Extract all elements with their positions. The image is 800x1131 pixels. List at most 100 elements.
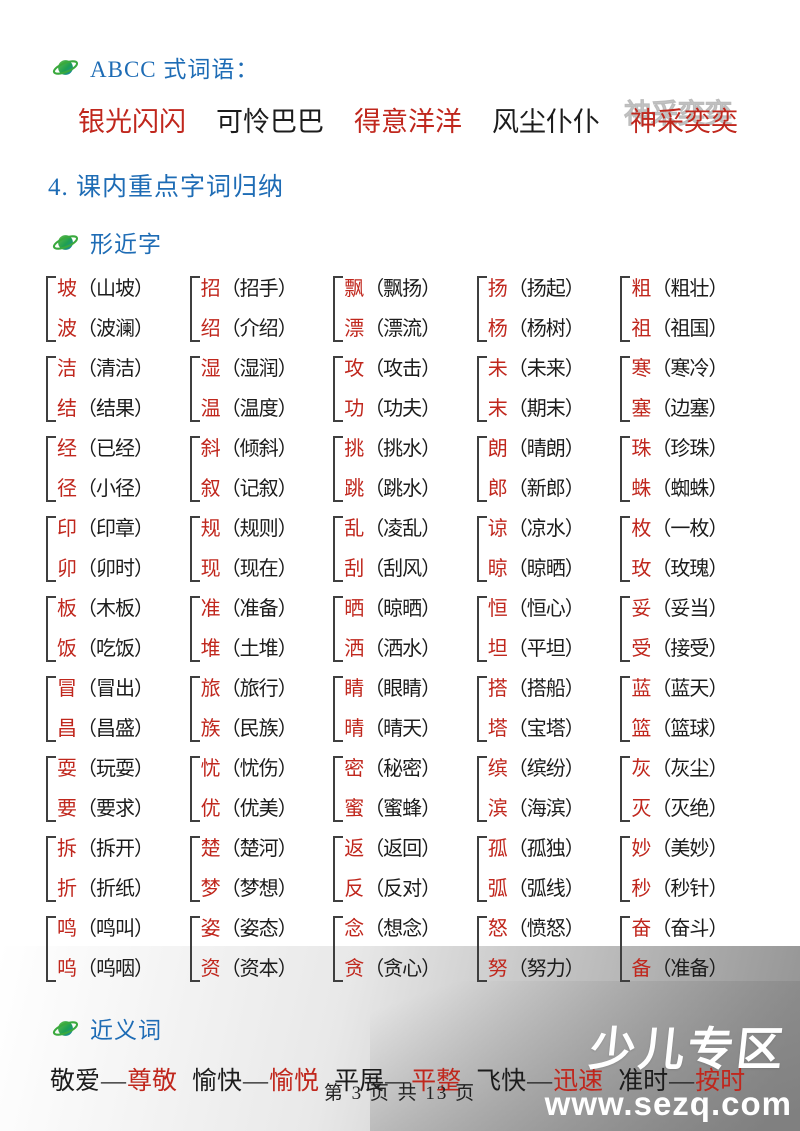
xjz-word: （贪心）: [364, 958, 441, 980]
planet-icon: [52, 234, 79, 250]
xjz-entry: 跳（跳水）: [344, 474, 441, 504]
xjz-entries: 恒（恒心） 坦（平坦）: [488, 593, 585, 665]
xjz-word: （灭绝）: [651, 798, 728, 820]
xjz-char: 优: [200, 798, 221, 820]
xjz-entries: 寒（寒冷） 塞（边塞）: [631, 353, 728, 425]
xjz-entries: 印（印章） 卯（卯时）: [57, 513, 154, 585]
xjz-entry: 郎（新郎）: [488, 474, 585, 504]
xjz-entry: 蛛（蜘蛛）: [631, 474, 728, 504]
xjz-char: 受: [631, 638, 652, 660]
xjz-entries: 耍（玩耍） 要（要求）: [57, 753, 154, 825]
xjz-entry: 攻（攻击）: [344, 354, 441, 384]
xjz-word: （秘密）: [364, 758, 441, 780]
xjz-word: （鸣叫）: [77, 918, 154, 940]
bracket: [476, 676, 487, 742]
bracket: [333, 596, 344, 662]
watermark-brand: 少儿专区: [586, 1023, 789, 1075]
xjz-entry: 漂（漂流）: [344, 314, 441, 344]
xjz-char: 塔: [487, 718, 508, 740]
xjz-char: 折: [57, 878, 77, 900]
xjz-char: 板: [57, 598, 77, 620]
xjz-entries: 奋（奋斗） 备（准备）: [631, 913, 728, 985]
bracket: [189, 916, 200, 982]
xjz-entries: 招（招手） 绍（介绍）: [201, 273, 298, 345]
xjz-word: （吃饭）: [77, 638, 154, 660]
xjz-entry: 返（返回）: [344, 834, 441, 864]
bracket: [476, 516, 487, 582]
xjz-char: 扬: [487, 278, 508, 300]
bracket: [333, 836, 344, 902]
xjz-entry: 印（印章）: [57, 514, 154, 544]
xjz-char: 枚: [631, 518, 652, 540]
xjz-entries: 飘（飘扬） 漂（漂流）: [344, 273, 441, 345]
bracket: [46, 836, 56, 902]
xjz-entry: 粗（粗壮）: [631, 274, 728, 304]
bracket: [189, 356, 200, 422]
watermark-ghost-text: 神采奕奕: [623, 98, 733, 130]
xjz-group: 妙（美妙） 秒（秒针）: [620, 833, 764, 905]
xjz-entries: 忧（忧伤） 优（优美）: [200, 753, 298, 825]
bracket: [189, 436, 200, 502]
xjz-entry: 谅（凉水）: [488, 514, 585, 544]
xjz-word: （漂流）: [364, 318, 441, 340]
xjz-entries: 返（返回） 反（反对）: [344, 833, 441, 905]
xjz-char: 资: [200, 958, 221, 980]
xjz-entry: 鸣（鸣叫）: [57, 914, 154, 944]
xjz-group: 坡（山坡） 波（波澜）: [46, 273, 190, 345]
xjz-entries: 念（想念） 贪（贪心）: [344, 913, 441, 985]
xjz-entry: 坡（山坡）: [57, 274, 154, 304]
xjz-entries: 粗（粗壮） 祖（祖国）: [631, 273, 728, 345]
xjz-entry: 晾（晾晒）: [487, 554, 585, 584]
bracket: [333, 756, 344, 822]
abcc-section-header: ABCC 式词语：: [52, 50, 764, 84]
xjz-entries: 蓝（蓝天） 篮（篮球）: [631, 673, 728, 745]
xjz-word: （愤怒）: [507, 918, 585, 940]
xjz-group: 挑（挑水） 跳（跳水）: [333, 433, 477, 505]
xjz-char: 冒: [57, 678, 77, 700]
bracket: [46, 356, 56, 422]
xjz-word: （眼睛）: [364, 678, 441, 700]
bracket: [620, 516, 631, 582]
xjz-entry: 努（努力）: [488, 954, 585, 984]
xjz-section-title: 形近字: [90, 232, 162, 257]
xjz-char: 灰: [631, 758, 652, 780]
xjz-row: 冒（冒出） 昌（昌盛） 旅（旅行） 族（民族） 睛（眼睛） 晴（晴天） 搭（搭船） 塔（宝塔）…: [46, 673, 764, 745]
xjz-row: 坡（山坡） 波（波澜） 招（招手） 绍（介绍） 飘（飘扬） 漂（漂流） 扬（扬起） 杨（杨树）…: [46, 273, 764, 345]
xjz-word: （粗壮）: [651, 278, 728, 300]
xjz-char: 现: [200, 558, 221, 580]
bracket: [189, 836, 200, 902]
bracket: [333, 916, 344, 982]
xjz-char: 晾: [487, 558, 508, 580]
xjz-word: （宝塔）: [507, 718, 585, 740]
xjz-char: 珠: [631, 438, 652, 460]
xjz-group: 奋（奋斗） 备（准备）: [620, 913, 764, 985]
jyc-section-title: 近义词: [90, 1018, 162, 1043]
xjz-word: （凌乱）: [364, 518, 441, 540]
xjz-entry: 结（结果）: [57, 394, 154, 424]
xjz-entry: 现（现在）: [200, 554, 298, 584]
xjz-char: 刮: [344, 558, 365, 580]
xjz-char: 洁: [57, 358, 77, 380]
xjz-entries: 旅（旅行） 族（民族）: [201, 673, 298, 745]
xjz-word: （湿润）: [220, 358, 298, 380]
xjz-word: （卯时）: [77, 558, 154, 580]
xjz-entry: 珠（珍珠）: [631, 434, 728, 464]
xjz-entry: 缤（缤纷）: [488, 754, 585, 784]
xjz-char: 篮: [631, 718, 652, 740]
xjz-group: 飘（飘扬） 漂（漂流）: [333, 273, 477, 345]
watermark-site-url: www.sezq.com: [544, 1085, 792, 1122]
xjz-group: 珠（珍珠） 蛛（蜘蛛）: [620, 433, 764, 505]
xjz-entry: 折（折纸）: [57, 874, 154, 904]
xjz-char: 朗: [487, 438, 508, 460]
xjz-entry: 资（资本）: [200, 954, 298, 984]
xjz-char: 斜: [200, 438, 221, 460]
xjz-char: 返: [344, 838, 365, 860]
xjz-entry: 要（要求）: [57, 794, 154, 824]
xjz-char: 晴: [344, 718, 365, 740]
xjz-word: （努力）: [507, 958, 585, 980]
xjz-word: （奋斗）: [651, 918, 728, 940]
xjz-entries: 乱（凌乱） 刮（刮风）: [344, 513, 441, 585]
xjz-entry: 滨（海滨）: [488, 794, 585, 824]
bracket: [46, 516, 56, 582]
xjz-group: 拆（拆开） 折（折纸）: [46, 833, 190, 905]
